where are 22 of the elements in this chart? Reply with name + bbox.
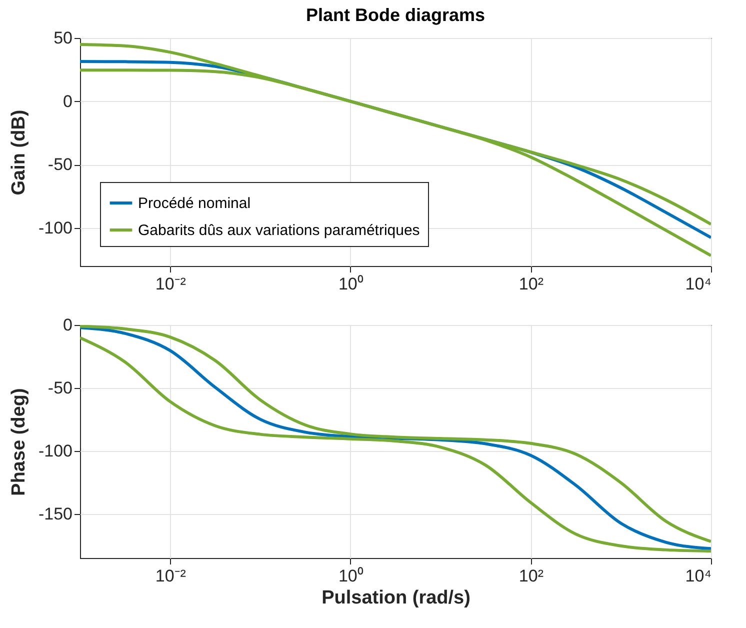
x-tick-label: 10⁰	[338, 566, 364, 586]
y-tick-label: 50	[54, 28, 72, 48]
x-axis-title: Pulsation (rad/s)	[322, 588, 470, 608]
x-tick-label: 10⁴	[685, 566, 712, 586]
y-tick-label: -150	[38, 504, 72, 524]
x-tick-label: 10²	[518, 274, 544, 294]
y-tick-label: -100	[38, 441, 72, 460]
y-tick-label: -50	[48, 378, 72, 398]
chart-title: Plant Bode diagrams	[306, 5, 486, 25]
x-tick-label: 10⁰	[338, 274, 364, 294]
y-tick-label: -50	[48, 155, 72, 174]
y-tick-label: 0	[63, 92, 72, 111]
y-axis-title: Gain (dB)	[8, 110, 30, 196]
x-tick-label: 10⁻²	[155, 566, 186, 586]
y-tick-label: 0	[63, 316, 72, 334]
legend-label: Procédé nominal	[138, 195, 251, 212]
x-tick-label: 10⁻²	[155, 274, 186, 294]
x-tick-label: 10⁴	[685, 274, 712, 294]
y-axis-title: Phase (deg)	[8, 388, 30, 496]
y-tick-label: -100	[38, 218, 72, 238]
x-tick-label: 10²	[518, 566, 544, 586]
legend-label: Gabarits dûs aux variations paramétriques	[138, 222, 420, 239]
